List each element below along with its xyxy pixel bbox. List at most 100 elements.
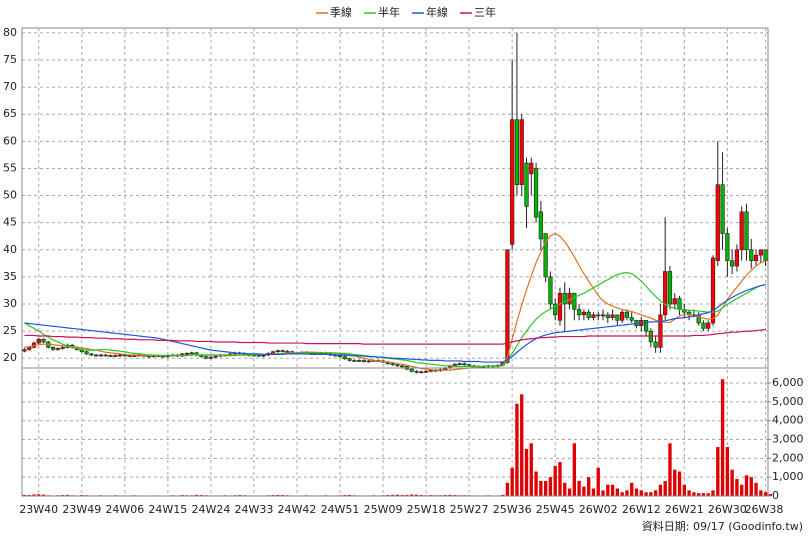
candle-body xyxy=(36,338,41,344)
volume-tick-label: 6,000 xyxy=(772,376,804,389)
candle-body xyxy=(275,350,280,353)
volume-bar xyxy=(711,490,715,496)
volume-bar xyxy=(615,488,620,496)
candle-body xyxy=(591,314,596,318)
candle-body xyxy=(457,363,462,365)
candle-body xyxy=(50,347,56,350)
candle-body xyxy=(361,360,367,362)
x-tick-label: 26W02 xyxy=(579,503,618,516)
ma-line xyxy=(24,328,766,345)
volume-bar xyxy=(586,477,591,496)
candle-body xyxy=(409,368,414,372)
y-tick-label: 35 xyxy=(3,270,17,283)
volume-bar xyxy=(37,494,41,496)
volume-tick-label: 1,000 xyxy=(772,470,804,483)
candle-body xyxy=(615,314,620,321)
ma-line xyxy=(24,283,766,363)
candle-body xyxy=(667,271,673,305)
x-tick-label: 24W24 xyxy=(191,503,230,516)
legend-label: 半年 xyxy=(378,5,400,19)
candle-body xyxy=(758,249,763,256)
legend-label: 年線 xyxy=(426,5,448,19)
candle-body xyxy=(467,364,472,367)
volume-bar xyxy=(639,490,643,496)
candle-body xyxy=(586,311,591,318)
candle-body xyxy=(213,355,218,358)
candle-body xyxy=(730,260,735,267)
volume-bar xyxy=(390,494,395,496)
volume-tick-label: 3,000 xyxy=(772,433,804,446)
volume-bar xyxy=(754,482,758,496)
volume-bar xyxy=(725,447,730,496)
x-tick-label: 23W49 xyxy=(62,503,101,516)
volume-bar xyxy=(448,494,452,496)
volume-tick-label: 5,000 xyxy=(772,395,804,408)
candle-body xyxy=(184,353,190,355)
candle-body xyxy=(658,314,663,348)
candle-body xyxy=(84,351,89,355)
x-tick-label: 26W38 xyxy=(745,503,784,516)
candle-body xyxy=(103,354,108,357)
y-tick-label: 20 xyxy=(3,351,17,364)
candle-body xyxy=(89,353,94,356)
volume-bar xyxy=(673,469,677,496)
candle-body xyxy=(663,271,668,316)
volume-bar xyxy=(577,480,581,496)
x-tick-label: 23W40 xyxy=(19,503,58,516)
y-tick-label: 30 xyxy=(3,297,17,310)
candle-body xyxy=(452,363,457,367)
candle-body xyxy=(337,355,343,357)
y-tick-label: 45 xyxy=(3,216,17,229)
candle-body xyxy=(342,356,347,360)
candle-body xyxy=(108,355,113,357)
candle-body xyxy=(553,303,558,316)
volume-bar xyxy=(548,477,553,496)
candle-body xyxy=(529,162,534,175)
volume-bar xyxy=(347,494,352,496)
volume-bar xyxy=(524,448,529,496)
y-tick-label: 60 xyxy=(3,134,17,147)
x-tick-label: 26W30 xyxy=(708,503,747,516)
candle-body xyxy=(624,311,630,318)
candle-body xyxy=(510,119,515,245)
x-tick-label: 26W12 xyxy=(622,503,661,516)
candle-body xyxy=(524,162,529,207)
candle-body xyxy=(270,351,276,354)
candle-body xyxy=(423,370,429,373)
x-tick-label: 24W06 xyxy=(105,503,144,516)
volume-bar xyxy=(620,492,624,496)
volume-bar xyxy=(410,494,414,496)
volume-bar xyxy=(720,379,725,496)
volume-bar xyxy=(763,492,768,496)
volume-bar xyxy=(759,490,763,496)
volume-bar xyxy=(582,486,586,496)
volume-bar xyxy=(596,467,600,496)
volume-bar xyxy=(644,492,648,496)
candle-body xyxy=(576,309,582,316)
volume-bar xyxy=(567,488,572,496)
candle-body xyxy=(203,356,209,359)
candle-body xyxy=(352,360,357,362)
candle-body xyxy=(117,354,123,357)
candle-body xyxy=(557,292,563,321)
candle-body xyxy=(701,322,706,329)
volume-bar xyxy=(572,443,577,496)
volume-bar xyxy=(663,480,667,496)
y-tick-label: 75 xyxy=(3,53,17,66)
candle-body xyxy=(600,314,606,317)
volume-bar xyxy=(668,443,672,496)
x-tick-label: 24W51 xyxy=(321,503,360,516)
candle-body xyxy=(596,314,601,317)
ma-line xyxy=(24,271,766,367)
ma-line xyxy=(24,232,766,371)
candle-body xyxy=(189,352,194,355)
x-tick-label: 24W33 xyxy=(234,503,273,516)
candle-body xyxy=(643,319,649,332)
volume-bar xyxy=(625,490,629,496)
volume-tick-label: 4,000 xyxy=(772,414,804,427)
volume-bar xyxy=(529,443,533,496)
candle-body xyxy=(113,355,118,357)
candle-body xyxy=(366,360,371,363)
candle-body xyxy=(610,314,615,318)
